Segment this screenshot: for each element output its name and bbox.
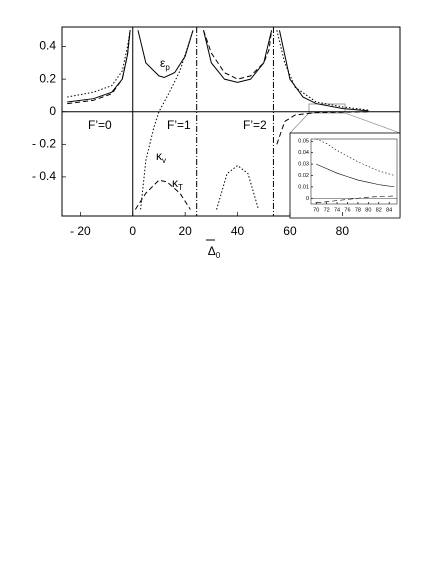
y-tick-label: 0.03 [298, 162, 309, 168]
y-tick-label: 0.01 [298, 184, 309, 190]
x-tick-label: 40 [231, 224, 245, 238]
data-line [316, 195, 395, 204]
y-tick-label: 0.05 [298, 139, 309, 145]
annotation: κv [156, 149, 166, 165]
plot-area [67, 30, 369, 210]
annotation: εp [160, 56, 170, 72]
y-tick-label: 0.04 [298, 150, 309, 156]
x-tick-label: 72 [324, 207, 330, 213]
zoom-connector [344, 112, 401, 134]
x-tick-label: 74 [334, 207, 340, 213]
x-tick-label: 80 [336, 224, 350, 238]
x-tick-label: 80 [365, 207, 371, 213]
x-tick-label: 20 [178, 224, 192, 238]
x-tick-label: 0 [129, 224, 136, 238]
x-tick-label: 84 [386, 207, 392, 213]
data-line [316, 163, 395, 188]
annotation: κT [172, 176, 183, 192]
x-tick-label: 60 [283, 224, 297, 238]
y-tick-label: - 0.4 [32, 169, 56, 183]
annotation: F’=2 [243, 118, 267, 132]
x-tick-label: 82 [376, 207, 382, 213]
x-tick-label: 76 [344, 207, 350, 213]
annotation: F’=1 [167, 118, 191, 132]
y-tick-label: 0.2 [39, 71, 56, 85]
plot-frame [61, 26, 401, 217]
x-tick-label: 78 [355, 207, 361, 213]
zoom-connector [289, 112, 310, 134]
data-line [67, 30, 369, 112]
y-tick-label: 0 [306, 196, 309, 202]
x-axis-label: Δ0 [208, 244, 221, 260]
y-tick-label: 0 [49, 104, 56, 118]
inset-plot-frame [310, 138, 398, 205]
annotation: F’=0 [88, 118, 112, 132]
data-line [67, 30, 369, 210]
y-tick-label: 0.4 [39, 39, 56, 53]
x-tick-label: - 20 [70, 224, 91, 238]
plot-area [316, 139, 395, 204]
y-tick-label: - 0.2 [32, 136, 56, 150]
y-tick-label: 0.02 [298, 173, 309, 179]
x-tick-label: 70 [313, 207, 319, 213]
